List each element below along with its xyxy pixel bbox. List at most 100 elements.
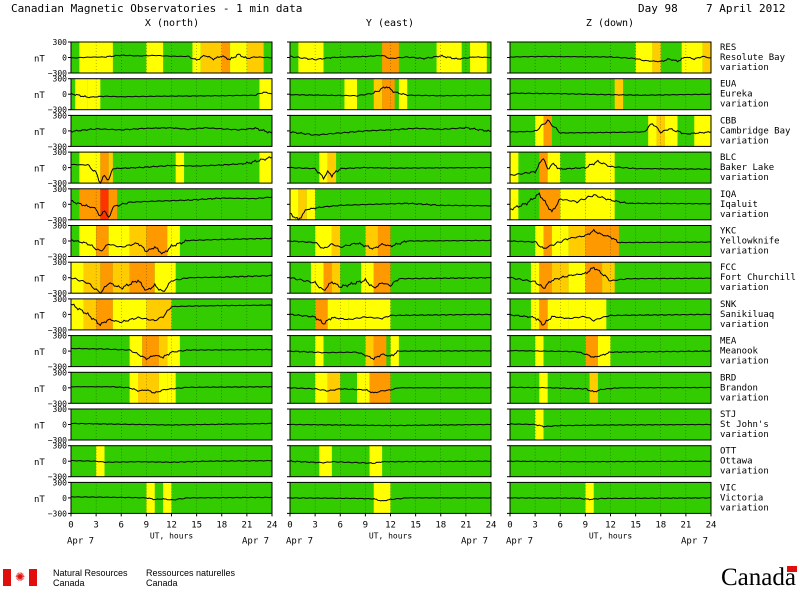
y-tick-label: 0 bbox=[62, 494, 67, 503]
y-tick-label: 300 bbox=[53, 258, 68, 267]
station-name: Eureka bbox=[720, 90, 753, 100]
trace-fcc-z bbox=[509, 266, 712, 289]
activity-band bbox=[129, 372, 138, 404]
footer: ✺ Natural Resources Canada Ressources na… bbox=[0, 560, 800, 600]
station-variation-label: variation bbox=[720, 283, 769, 293]
activity-band bbox=[163, 482, 172, 514]
activity-band bbox=[547, 152, 561, 184]
station-name: Iqaluit bbox=[720, 200, 758, 210]
activity-band bbox=[108, 188, 118, 220]
station-code: RES bbox=[720, 43, 736, 53]
activity-band bbox=[585, 335, 598, 367]
unit-label: nT bbox=[34, 55, 45, 65]
station-variation-label: variation bbox=[720, 320, 769, 330]
trace-mea-x bbox=[70, 347, 273, 361]
x-tick-label: 12 bbox=[166, 520, 177, 530]
activity-band bbox=[539, 298, 548, 330]
column-title-x: X (north) bbox=[145, 18, 199, 29]
activity-band bbox=[365, 225, 378, 257]
station-name: Ottawa bbox=[720, 457, 753, 467]
activity-band bbox=[108, 225, 130, 257]
trace-ykc-z bbox=[509, 228, 712, 249]
activity-band bbox=[83, 298, 97, 330]
dept-en-line-1: Natural Resources bbox=[53, 568, 128, 578]
activity-band bbox=[146, 42, 164, 73]
y-tick-label: 0 bbox=[62, 310, 67, 319]
x-tick-label: 15 bbox=[410, 520, 421, 530]
station-code: STJ bbox=[720, 410, 736, 420]
x-axis-label: UT, hours bbox=[150, 531, 194, 540]
activity-band bbox=[365, 298, 391, 330]
trace-eua-x bbox=[70, 91, 273, 99]
station-variation-label: variation bbox=[720, 63, 769, 73]
y-tick-label: 0 bbox=[62, 90, 67, 99]
unit-label: nT bbox=[34, 385, 45, 395]
activity-band bbox=[315, 372, 328, 404]
y-tick-label: 300 bbox=[53, 442, 68, 451]
activity-band bbox=[535, 409, 544, 440]
y-tick-label: −300 bbox=[48, 436, 67, 445]
x-tick-label: 6 bbox=[119, 520, 124, 530]
activity-band bbox=[96, 225, 109, 257]
activity-band bbox=[602, 262, 615, 294]
activity-band bbox=[310, 262, 324, 294]
y-tick-label: 0 bbox=[62, 127, 67, 136]
x-axis-label: UT, hours bbox=[589, 531, 633, 540]
activity-band bbox=[547, 298, 569, 330]
x-tick-label: 24 bbox=[706, 520, 717, 530]
y-tick-label: 0 bbox=[62, 421, 67, 430]
unit-label: nT bbox=[34, 91, 45, 101]
activity-band bbox=[635, 42, 653, 73]
activity-band bbox=[290, 188, 299, 220]
y-tick-label: 0 bbox=[62, 457, 67, 466]
activity-band bbox=[589, 372, 598, 404]
station-variation-label: variation bbox=[720, 393, 769, 403]
station-variation-label: variation bbox=[720, 247, 769, 257]
activity-band bbox=[681, 42, 703, 73]
date-label: 7 April 2012 bbox=[706, 2, 785, 15]
trace-iqa-z bbox=[509, 192, 712, 213]
station-name: Yellowknife bbox=[720, 237, 780, 247]
activity-band bbox=[138, 372, 159, 404]
trace-res-y bbox=[289, 54, 492, 61]
activity-band bbox=[539, 262, 552, 294]
end-date-label: Apr 7 bbox=[242, 536, 269, 546]
activity-band bbox=[361, 262, 374, 294]
activity-band bbox=[585, 152, 615, 184]
activity-band bbox=[175, 152, 185, 184]
activity-band bbox=[357, 372, 370, 404]
activity-band bbox=[79, 188, 101, 220]
unit-label: nT bbox=[34, 165, 45, 175]
x-tick-label: 12 bbox=[385, 520, 396, 530]
x-tick-label: 24 bbox=[486, 520, 497, 530]
station-code: VIC bbox=[720, 483, 736, 493]
unit-label: nT bbox=[34, 422, 45, 432]
end-date-label: Apr 7 bbox=[461, 536, 488, 546]
activity-band bbox=[323, 262, 332, 294]
activity-band bbox=[585, 225, 619, 257]
activity-band bbox=[75, 78, 88, 110]
station-name: St John's bbox=[720, 420, 769, 430]
activity-band bbox=[146, 298, 172, 330]
activity-band bbox=[129, 335, 143, 367]
activity-band bbox=[373, 482, 391, 514]
trace-cbb-z bbox=[510, 119, 712, 135]
station-name: Meanook bbox=[720, 347, 759, 357]
trace-vic-y bbox=[289, 497, 492, 502]
x-axis-label: UT, hours bbox=[369, 531, 413, 540]
chart-title: Canadian Magnetic Observatories - 1 min … bbox=[11, 2, 302, 15]
x-tick-label: 18 bbox=[655, 520, 666, 530]
trace-eua-y bbox=[289, 86, 491, 97]
x-tick-label: 15 bbox=[630, 520, 641, 530]
x-tick-label: 9 bbox=[583, 520, 588, 530]
activity-band bbox=[315, 335, 324, 367]
y-tick-label: 300 bbox=[53, 478, 68, 487]
activity-band bbox=[539, 152, 548, 184]
unit-label: nT bbox=[34, 275, 45, 285]
activity-band bbox=[327, 372, 341, 404]
activity-band bbox=[315, 298, 328, 330]
y-tick-label: −300 bbox=[48, 473, 67, 482]
x-tick-label: 21 bbox=[460, 520, 471, 530]
trace-res-z bbox=[509, 55, 712, 63]
y-tick-label: 0 bbox=[62, 274, 67, 283]
